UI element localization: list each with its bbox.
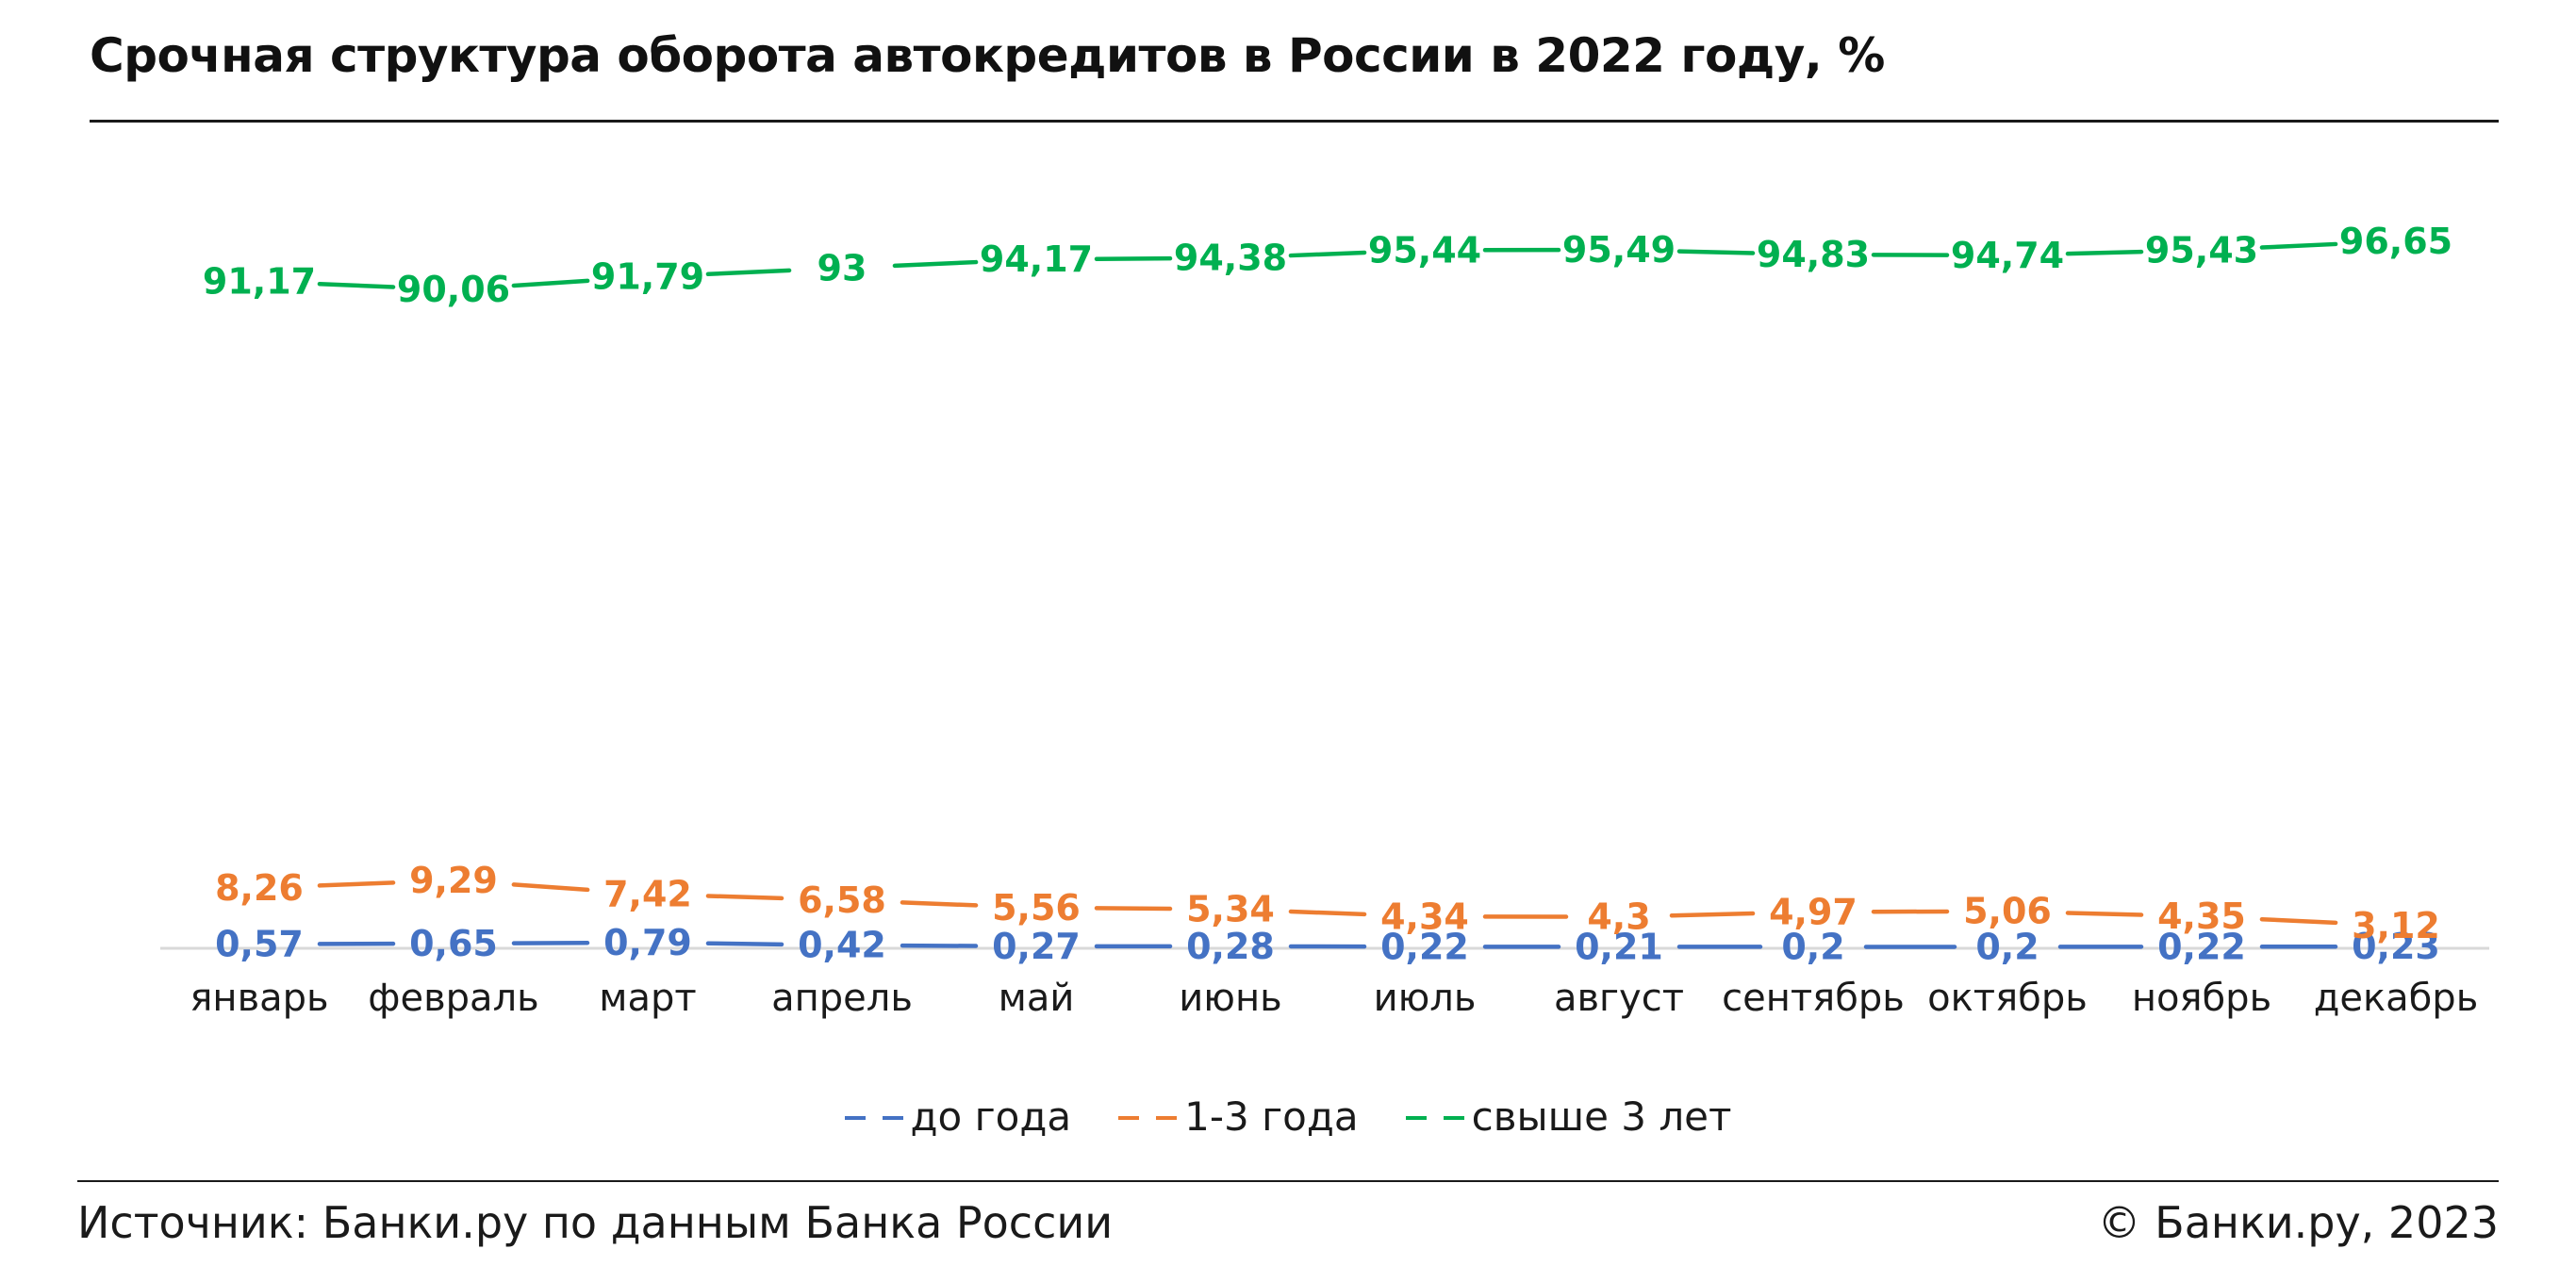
data-label: 4,35	[2157, 896, 2246, 937]
series-line-segment	[511, 882, 590, 893]
series-line-segment	[1094, 255, 1173, 261]
line-chart: 0,57 0,65 0,79 0,42 0,27 0,28 0,22 0,21 0,2 0,2 0,…	[160, 221, 2489, 1020]
data-label: 94,74	[1951, 235, 2064, 276]
data-label: 4,97	[1769, 891, 1858, 932]
data-label: 0,65	[409, 923, 498, 964]
series-line-segment	[1094, 906, 1173, 912]
series-line-segment	[317, 880, 396, 888]
data-label: 91,79	[591, 256, 704, 298]
data-label: 0,79	[603, 922, 692, 963]
x-tick-label: июль	[1374, 977, 1477, 1020]
series-line-segment	[705, 268, 792, 277]
x-tick-label: апрель	[771, 977, 913, 1020]
legend-item-svyshe-3-let: свыше 3 лет	[1405, 1093, 1732, 1140]
series-line-segment	[2259, 241, 2338, 250]
data-label: 0,27	[992, 926, 1081, 967]
series-line-segment	[511, 278, 590, 288]
legend-swatch-icon	[1118, 1103, 1178, 1131]
series-line-segment	[2065, 911, 2144, 917]
data-label: 94,17	[980, 238, 1093, 280]
data-label: 4,3	[1587, 896, 1650, 938]
series-line-segment	[317, 281, 396, 289]
data-label: 0,23	[2352, 926, 2440, 967]
data-label: 0,2	[1975, 926, 2039, 967]
x-tick-label: декабрь	[2314, 977, 2479, 1020]
legend-label: до года	[910, 1093, 1072, 1140]
series-line-segment	[1676, 249, 1756, 255]
x-tick-label: октябрь	[1927, 977, 2088, 1020]
top-divider	[90, 120, 2499, 123]
data-label: 0,21	[1575, 926, 1663, 967]
data-label: 3,12	[2352, 905, 2440, 946]
data-label: 93	[817, 247, 867, 288]
copyright-note: © Банки.ру, 2023	[2097, 1197, 2499, 1248]
series-line-segment	[2259, 916, 2338, 926]
chart-legend: до года 1-3 года свыше 3 лет	[0, 1093, 2576, 1140]
data-label: 0,22	[1380, 926, 1469, 967]
data-label: 0,2	[1781, 926, 1844, 967]
data-label: 91,17	[203, 261, 316, 303]
legend-swatch-icon	[1405, 1103, 1464, 1131]
data-label: 90,06	[397, 269, 510, 310]
legend-item-do-goda: до года	[844, 1093, 1072, 1140]
data-label: 95,49	[1562, 229, 1676, 271]
x-tick-label: ноябрь	[2132, 977, 2271, 1020]
series-line-segment	[1288, 909, 1367, 917]
series-line-segment	[2065, 249, 2144, 256]
data-label: 4,34	[1380, 896, 1469, 937]
x-tick-label: февраль	[368, 977, 538, 1020]
series-line-segment	[892, 259, 979, 269]
data-label: 0,28	[1186, 926, 1275, 967]
data-label: 94,38	[1174, 238, 1287, 279]
series-line-segment	[1669, 911, 1756, 918]
series-line-segment	[705, 894, 784, 901]
data-label: 5,56	[992, 887, 1081, 929]
data-label: 9,29	[409, 860, 498, 901]
chart-title: Срочная структура оборота автокредитов в…	[90, 28, 1885, 83]
data-label: 95,43	[2145, 229, 2258, 271]
series-line-segment	[900, 900, 979, 908]
x-tick-label: август	[1554, 977, 1684, 1020]
data-label: 5,06	[1963, 891, 2052, 932]
x-tick-label: июнь	[1179, 977, 1281, 1020]
legend-swatch-icon	[844, 1103, 903, 1131]
x-tick-label: май	[999, 977, 1075, 1020]
data-label: 7,42	[603, 873, 692, 914]
x-tick-label: сентябрь	[1722, 977, 1905, 1020]
legend-label: 1-3 года	[1184, 1093, 1359, 1140]
x-tick-label: январь	[190, 977, 328, 1020]
data-label: 0,22	[2157, 926, 2246, 967]
x-tick-label: март	[599, 977, 696, 1020]
legend-label: свыше 3 лет	[1471, 1093, 1732, 1140]
data-label: 94,83	[1757, 234, 1870, 275]
data-label: 8,26	[215, 867, 304, 909]
source-note: Источник: Банки.ру по данным Банка Росси…	[77, 1197, 1114, 1248]
data-label: 0,42	[798, 925, 886, 966]
data-label: 96,65	[2339, 221, 2452, 262]
data-label: 0,57	[215, 924, 304, 965]
data-label: 95,44	[1368, 229, 1481, 271]
series-line-segment	[705, 941, 784, 947]
series-line-segment	[1288, 250, 1367, 258]
bottom-divider	[77, 1180, 2499, 1182]
data-label: 6,58	[798, 879, 886, 921]
legend-item-1-3-goda: 1-3 года	[1118, 1093, 1359, 1140]
data-label: 5,34	[1186, 889, 1275, 930]
